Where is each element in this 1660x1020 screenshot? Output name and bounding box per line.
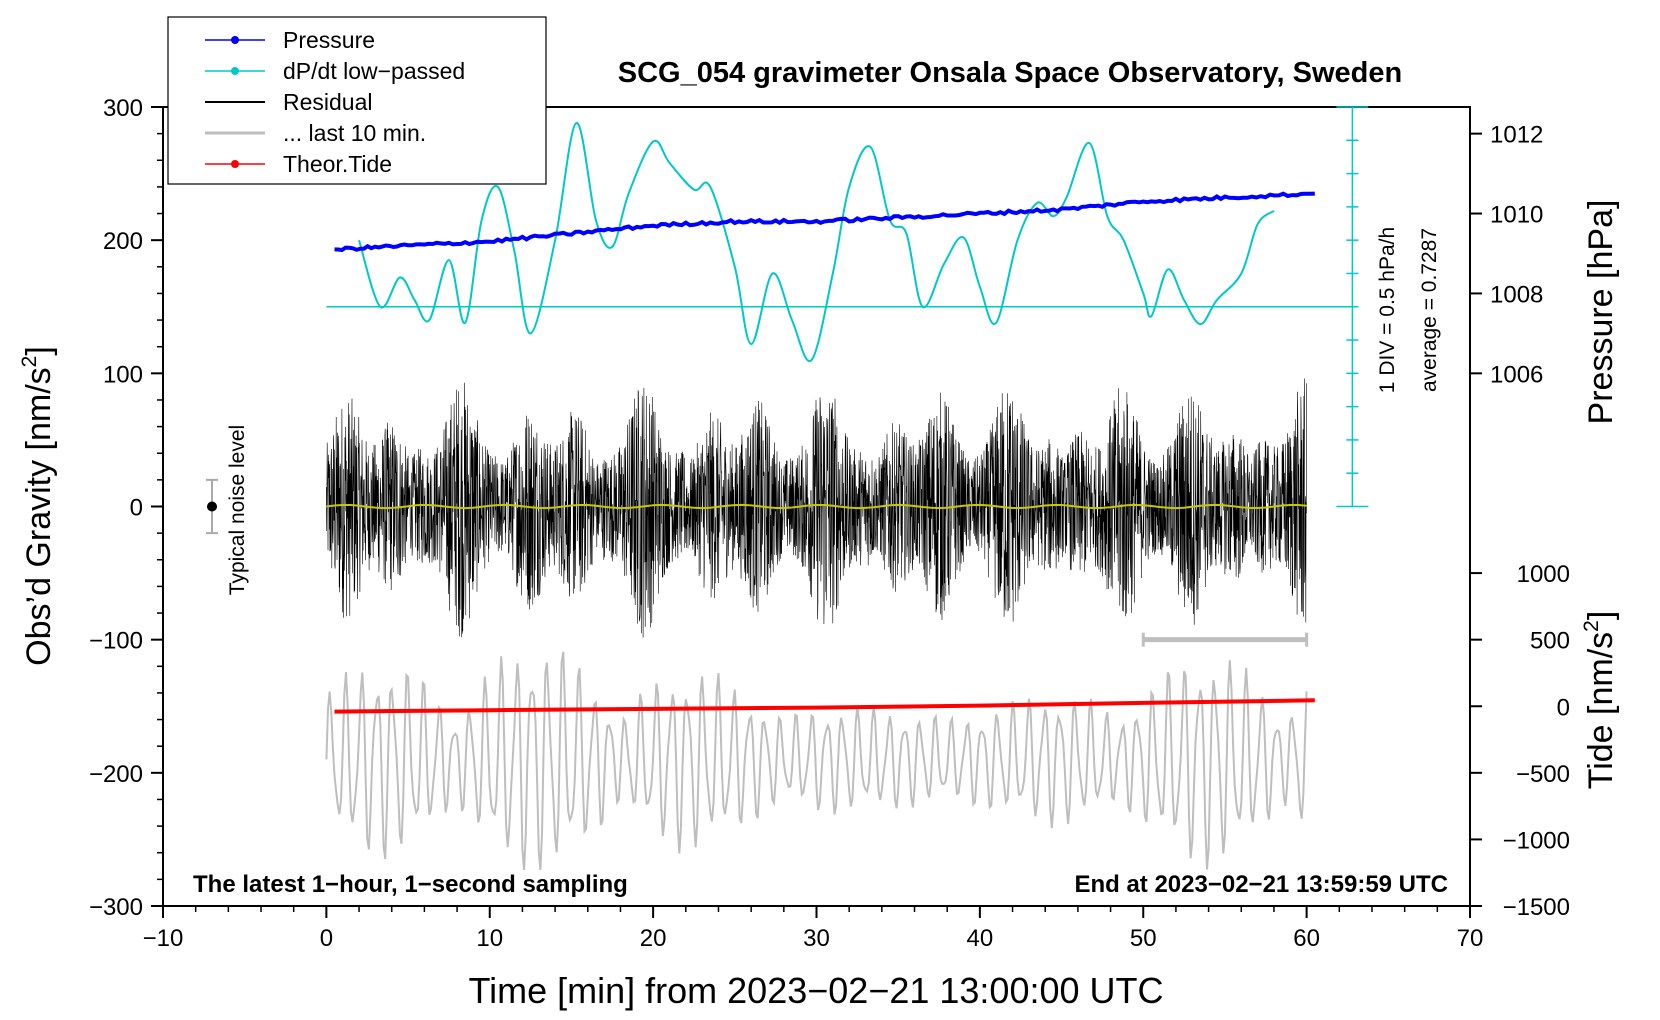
legend-box xyxy=(167,16,547,185)
x-tick-label: 50 xyxy=(1130,925,1157,952)
dpdt-scale-label: 1 DIV = 0.5 hPa/h xyxy=(1376,227,1399,393)
noise-level-label: Typical noise level xyxy=(226,425,249,595)
pressure-tick-label: 1008 xyxy=(1490,281,1543,308)
y-tick-label: 200 xyxy=(103,228,143,255)
legend-last10-label: ... last 10 min. xyxy=(283,120,426,146)
dpdt-average-label: average = 0.7287 xyxy=(1418,228,1441,392)
x-tick-label: 40 xyxy=(967,925,994,952)
sampling-note: The latest 1−hour, 1−second sampling xyxy=(193,871,628,898)
legend-dpdt-label: dP/dt low−passed xyxy=(283,58,465,84)
tide-tick-label: −1000 xyxy=(1503,827,1570,854)
y-tick-label: −200 xyxy=(89,761,143,788)
x-tick-label: 70 xyxy=(1457,925,1484,952)
y-axis-label: Obs’d Gravity [nm/s2] xyxy=(18,346,58,666)
x-tick-label: 0 xyxy=(320,925,333,952)
tide-axis-label: Tide [nm/s2] xyxy=(1580,611,1620,790)
tide-tick-label: 500 xyxy=(1530,628,1570,655)
pressure-axis-label: Pressure [hPa] xyxy=(1582,200,1620,425)
chart-title: SCG_054 gravimeter Onsala Space Observat… xyxy=(618,57,1402,89)
x-tick-label: 30 xyxy=(803,925,830,952)
legend-dpdt-marker xyxy=(231,67,239,75)
legend-tide-marker xyxy=(231,160,239,168)
legend-pressure-marker xyxy=(231,36,239,44)
y-tick-label: −100 xyxy=(89,628,143,655)
last-10-min-line xyxy=(325,651,1308,871)
y-tick-label: 0 xyxy=(130,495,143,522)
tide-tick-label: −1500 xyxy=(1503,894,1570,921)
pressure-tick-label: 1006 xyxy=(1490,361,1543,388)
y-tick-label: 100 xyxy=(103,361,143,388)
pressure-tick-label: 1010 xyxy=(1490,202,1543,229)
x-tick-label: 60 xyxy=(1293,925,1320,952)
tide-tick-label: −500 xyxy=(1516,761,1570,788)
x-tick-label: −10 xyxy=(143,925,184,952)
y-tick-label: 300 xyxy=(103,95,143,122)
y-tick-label: −300 xyxy=(89,894,143,921)
axes-ticks: −10 0 10 20 30 40 50 60 703002001000−100−200−300… xyxy=(89,95,1570,952)
x-axis-label: Time [min] from 2023−02−21 13:00:00 UTC xyxy=(468,970,1163,1011)
residual-line xyxy=(326,378,1307,638)
end-time-note: End at 2023−02−21 13:59:59 UTC xyxy=(1074,871,1448,898)
tide-tick-label: 1000 xyxy=(1517,561,1570,588)
residual-smoothed-line xyxy=(326,503,1307,510)
dpdt-line xyxy=(358,121,1275,363)
pressure-line xyxy=(334,191,1315,253)
legend-pressure-label: Pressure xyxy=(283,27,375,53)
x-tick-label: 20 xyxy=(640,925,667,952)
noise-center-marker xyxy=(207,501,218,512)
legend: Pressure dP/dt low−passed Residual ... l… xyxy=(167,16,547,185)
legend-tide-label: Theor.Tide xyxy=(283,151,392,177)
pressure-tick-label: 1012 xyxy=(1490,122,1543,149)
theor-tide-line xyxy=(334,698,1315,714)
x-tick-label: 10 xyxy=(476,925,503,952)
legend-residual-label: Residual xyxy=(283,89,373,115)
tide-tick-label: 0 xyxy=(1557,694,1570,721)
plot-series xyxy=(206,106,1369,871)
